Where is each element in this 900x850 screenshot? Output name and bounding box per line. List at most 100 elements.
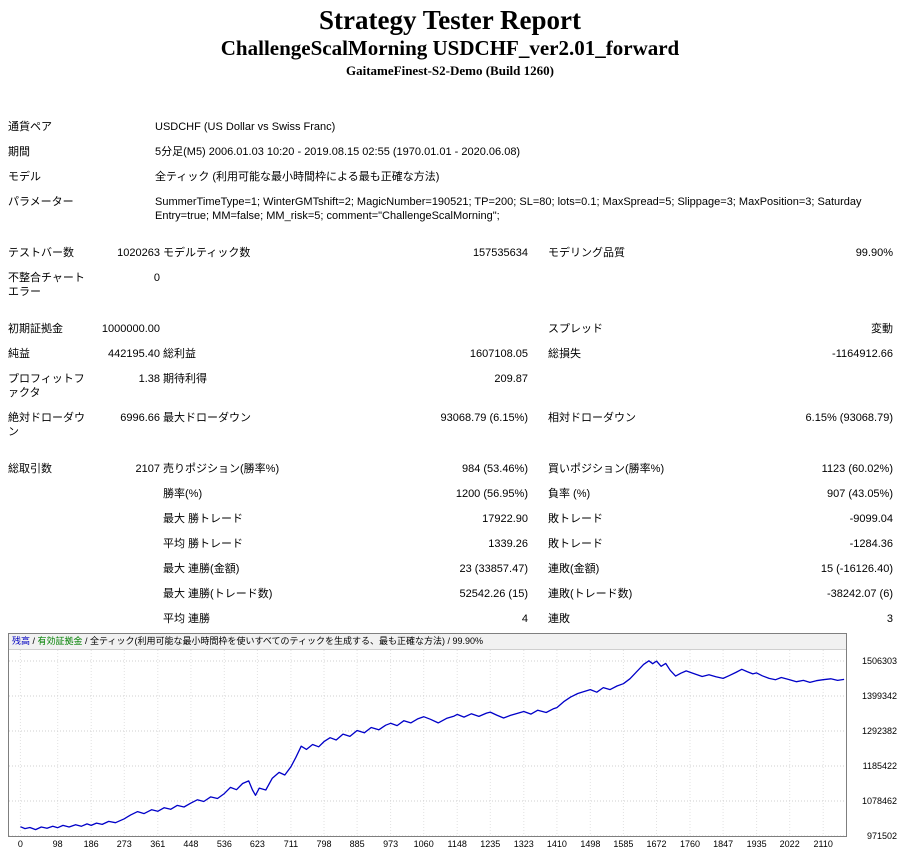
stat-value: 3 bbox=[886, 613, 893, 625]
x-axis-label: 798 bbox=[316, 839, 332, 849]
stat-label bbox=[8, 481, 94, 506]
x-axis-label: 1235 bbox=[480, 839, 501, 849]
info-label: パラメーター bbox=[8, 196, 74, 208]
stat-row: 平均 連勝 4 連敗 3 bbox=[8, 606, 893, 631]
stat-value: 1123 (60.02%) bbox=[821, 463, 893, 475]
x-axis-label: 2110 bbox=[813, 839, 833, 849]
stat-value bbox=[94, 506, 160, 531]
stat-label: 初期証拠金 bbox=[8, 323, 63, 335]
stat-row: 勝率(%) 1200 (56.95%) 負率 (%) 907 (43.05%) bbox=[8, 481, 893, 506]
stat-value: 1000000.00 bbox=[101, 323, 160, 335]
stat-value: 6996.66 bbox=[120, 412, 160, 424]
stat-value: 209.87 bbox=[494, 373, 528, 385]
stat-value bbox=[345, 316, 528, 341]
x-axis-label: 973 bbox=[383, 839, 399, 849]
info-value: 全ティック (利用可能な最小時間枠による最も正確な方法) bbox=[155, 171, 440, 183]
stat-value: 1.38 bbox=[138, 373, 160, 385]
x-axis-label: 0 bbox=[17, 839, 23, 849]
stat-value bbox=[345, 265, 528, 304]
server-build-info: GaitameFinest-S2-Demo (Build 1260) bbox=[346, 63, 554, 78]
stat-label: 総損失 bbox=[548, 348, 581, 360]
stat-label: 連敗 bbox=[548, 613, 570, 625]
stat-value: -1284.36 bbox=[849, 538, 893, 550]
x-axis-labels: 0 98 186 273 361 448 536 623 711 798 885 973 1060 114… bbox=[8, 837, 847, 850]
info-label: 期間 bbox=[8, 146, 30, 158]
stat-row: 不整合チャートエラー 0 bbox=[8, 265, 893, 304]
stat-value: 6.15% (93068.79) bbox=[805, 412, 893, 424]
stat-label: モデリング品質 bbox=[548, 247, 625, 259]
stat-label bbox=[8, 531, 94, 556]
stat-label: 敗トレード bbox=[548, 538, 603, 550]
stat-row: 最大 勝トレード 17922.90 敗トレード -9099.04 bbox=[8, 506, 893, 531]
stat-label: 勝率(%) bbox=[163, 488, 203, 500]
y-axis-label: 1506303 bbox=[861, 655, 897, 666]
x-axis-label: 1847 bbox=[713, 839, 734, 849]
x-axis-label: 885 bbox=[349, 839, 365, 849]
stat-row: 総取引数 2107 売りポジション(勝率%) 984 (53.46%) 買いポジション(… bbox=[8, 456, 893, 481]
stat-label: モデルティック数 bbox=[163, 247, 251, 259]
stat-label: 相対ドローダウン bbox=[548, 412, 636, 424]
stat-row: 純益 442195.40 総利益 1607108.05 総損失 -1164912.66 bbox=[8, 341, 893, 366]
stat-label: スプレッド bbox=[548, 323, 603, 335]
chart-legend: 残高 / 有効証拠金 / 全ティック(利用可能な最小時間枠を使いすべてのティック… bbox=[9, 634, 846, 650]
x-axis-label: 623 bbox=[249, 839, 265, 849]
stat-label: 連敗(トレード数) bbox=[548, 588, 633, 600]
report-header: Strategy Tester Report ChallengeScalMorn… bbox=[0, 0, 900, 79]
stat-value: -9099.04 bbox=[849, 513, 893, 525]
stat-value: 1200 (56.95%) bbox=[455, 488, 528, 500]
stat-label: 連敗(金額) bbox=[548, 563, 600, 575]
stat-label bbox=[8, 556, 94, 581]
stat-label: 不整合チャートエラー bbox=[8, 272, 85, 298]
stat-label: 最大ドローダウン bbox=[163, 412, 251, 424]
stat-value: 1607108.05 bbox=[469, 348, 528, 360]
stat-value: 17922.90 bbox=[482, 513, 528, 525]
x-axis-label: 1410 bbox=[546, 839, 567, 849]
info-row: 期間 5分足(M5) 2006.01.03 10:20 - 2019.08.15 … bbox=[8, 139, 893, 164]
stat-row: 最大 連勝(トレード数) 52542.26 (15) 連敗(トレード数) -38242… bbox=[8, 581, 893, 606]
info-row: モデル 全ティック (利用可能な最小時間枠による最も正確な方法) bbox=[8, 164, 893, 189]
report-subtitle: ChallengeScalMorning USDCHF_ver2.01_forw… bbox=[220, 36, 680, 60]
x-axis-label: 1585 bbox=[613, 839, 634, 849]
stat-row: プロフィットファクタ 1.38 期待利得 209.87 bbox=[8, 366, 893, 405]
x-axis-label: 711 bbox=[283, 839, 299, 849]
stat-value: 442195.40 bbox=[108, 348, 160, 360]
info-value: SummerTimeType=1; WinterGMTshift=2; Magi… bbox=[155, 196, 862, 222]
y-axis-label: 1399342 bbox=[861, 690, 897, 701]
stat-row: 最大 連勝(金額) 23 (33857.47) 連敗(金額) 15 (-16126.4… bbox=[8, 556, 893, 581]
stat-value: -38242.07 (6) bbox=[826, 588, 893, 600]
x-axis-label: 1060 bbox=[413, 839, 434, 849]
stat-label: 負率 (%) bbox=[548, 488, 591, 500]
stat-value: 907 (43.05%) bbox=[826, 488, 893, 500]
info-row: パラメーター SummerTimeType=1; WinterGMTshift=2… bbox=[8, 189, 893, 228]
stat-value: -1164912.66 bbox=[832, 348, 893, 360]
info-row: 通貨ペア USDCHF (US Dollar vs Swiss Franc) bbox=[8, 114, 893, 139]
stat-value bbox=[723, 265, 893, 304]
legend-balance: 残高 bbox=[12, 636, 31, 646]
stat-label: 敗トレード bbox=[548, 513, 603, 525]
stat-label: 絶対ドローダウン bbox=[8, 412, 85, 438]
stat-value: 1339.26 bbox=[488, 538, 528, 550]
legend-description: / 全ティック(利用可能な最小時間枠を使いすべてのティックを生成する、最も正確な… bbox=[82, 636, 484, 646]
stat-row: 平均 勝トレード 1339.26 敗トレード -1284.36 bbox=[8, 531, 893, 556]
x-axis-label: 2022 bbox=[779, 839, 800, 849]
info-value: USDCHF (US Dollar vs Swiss Franc) bbox=[155, 121, 336, 133]
legend-separator: / bbox=[30, 636, 38, 646]
stat-value: 2107 bbox=[135, 463, 160, 475]
stat-value: 15 (-16126.40) bbox=[820, 563, 893, 575]
x-axis-label: 1935 bbox=[746, 839, 767, 849]
stat-label: プロフィットファクタ bbox=[8, 373, 85, 399]
stat-label bbox=[8, 581, 94, 606]
stat-label: 平均 勝トレード bbox=[163, 538, 244, 550]
stat-label: 売りポジション(勝率%) bbox=[163, 463, 280, 475]
stat-value: 4 bbox=[521, 613, 528, 625]
info-value: 5分足(M5) 2006.01.03 10:20 - 2019.08.15 02… bbox=[155, 146, 521, 158]
stats-table-body: テストバー数 1020263 モデルティック数 157535634 モデリング品質 99.… bbox=[8, 240, 893, 631]
x-axis-label: 98 bbox=[52, 839, 63, 849]
y-axis-label: 971502 bbox=[866, 831, 897, 841]
stat-value bbox=[94, 556, 160, 581]
y-axis-label: 1078462 bbox=[861, 795, 897, 806]
stat-value bbox=[94, 531, 160, 556]
stat-value: 984 (53.46%) bbox=[461, 463, 528, 475]
stat-row: 初期証拠金 1000000.00 スプレッド 変動 bbox=[8, 316, 893, 341]
stat-label: 総利益 bbox=[163, 348, 196, 360]
